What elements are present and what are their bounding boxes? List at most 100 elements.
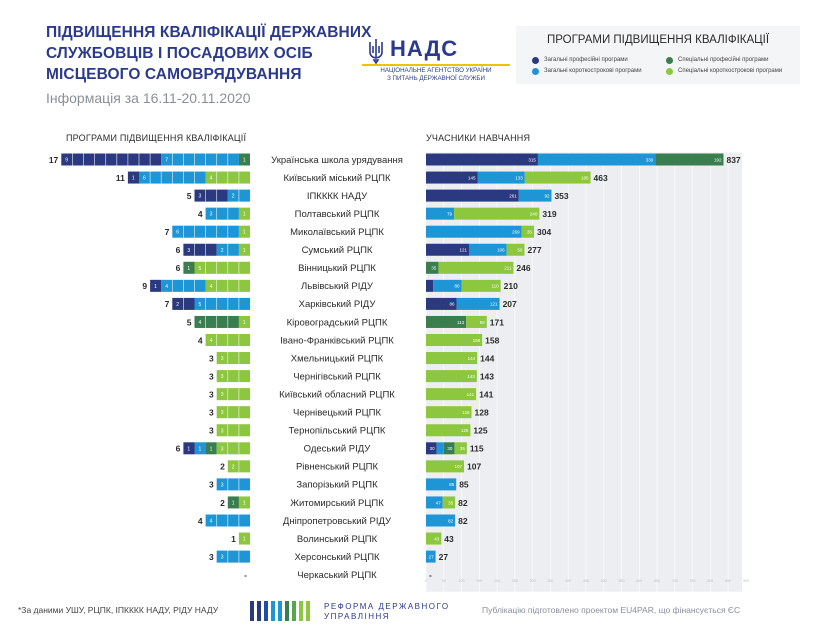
participant-total: 353 [554, 191, 568, 201]
participant-total: 141 [479, 389, 493, 399]
program-bar-label: 3 [221, 428, 224, 434]
program-bar-label: 4 [165, 284, 168, 290]
program-bar-label: 3 [221, 555, 224, 561]
category-label: Хмельницький РЦПК [291, 353, 384, 364]
participant-bar-label: 30 [447, 446, 453, 451]
program-bar [183, 442, 195, 455]
x-tick-label: 350 [547, 579, 553, 583]
x-tick-label: 450 [583, 579, 589, 583]
legend-item: Загальні професійні програми [544, 57, 628, 63]
program-bar [238, 532, 250, 545]
program-bar-label: 3 [187, 248, 190, 254]
participant-bar [426, 532, 442, 545]
participant-total: 171 [490, 317, 504, 327]
program-bar-label: 6 [176, 230, 179, 236]
legend-title: ПРОГРАМИ ПІДВИЩЕННЯ КВАЛІФІКАЦІЇ [546, 34, 770, 46]
participant-bar [426, 550, 436, 563]
program-bar-label: 1 [210, 446, 213, 452]
program-bar [216, 550, 250, 563]
program-bar-label: 1 [243, 212, 246, 218]
participant-total: 319 [542, 209, 556, 219]
x-tick-label: 0 [425, 579, 427, 583]
program-bar [238, 315, 250, 328]
program-total: 3 [209, 389, 214, 399]
participant-bar [436, 442, 444, 455]
participant-bar-label: 110 [491, 284, 499, 289]
program-total: 3 [209, 426, 214, 436]
participant-bar [524, 171, 591, 184]
participant-bar-label: 185 [581, 175, 589, 180]
program-bar [238, 243, 250, 256]
program-bar-label: 1 [232, 500, 235, 506]
category-label: Черкаський РЦПК [297, 570, 377, 581]
program-total: 3 [209, 552, 214, 562]
program-bar [194, 189, 228, 202]
category-label: Київський міський РЦПК [283, 173, 390, 184]
participant-bar [442, 496, 456, 509]
participant-bar [426, 243, 470, 256]
participant-bar-label: 107 [455, 464, 463, 469]
participant-total: 143 [480, 371, 494, 381]
reform-title: УПРАВЛІННЯ [324, 612, 391, 621]
participant-bar-label: 43 [434, 536, 440, 541]
program-bar [205, 207, 239, 220]
logo-divider [362, 64, 510, 66]
participant-bar [466, 315, 487, 328]
program-bar [216, 388, 250, 401]
participant-bar [426, 442, 437, 455]
participant-bar-label: 92 [544, 193, 550, 198]
x-tick-label: 550 [619, 579, 625, 583]
participant-bar-label: 158 [473, 338, 481, 343]
logo-name: НАДС [390, 36, 459, 61]
program-bar-label: 4 [210, 338, 213, 344]
participant-bar-label: 30 [430, 446, 436, 451]
category-label: Івано-Франківський РЦПК [280, 335, 394, 346]
participant-bar [426, 370, 477, 383]
participant-bar [426, 153, 538, 166]
x-tick-label: 200 [494, 579, 500, 583]
participant-total: 85 [459, 480, 469, 490]
program-bar-label: 2 [232, 194, 235, 200]
x-tick-label: 800 [707, 579, 713, 583]
participant-total: 27 [439, 552, 449, 562]
participant-bar-label: 330 [646, 157, 654, 162]
program-bar-label: 2 [232, 464, 235, 470]
program-bar [216, 370, 250, 383]
program-total: 7 [165, 299, 170, 309]
category-label: Чернівецький РЦПК [293, 408, 381, 419]
participant-bar [426, 406, 472, 419]
program-total: 17 [49, 155, 59, 165]
participant-bar [518, 189, 552, 202]
legend-swatch [666, 57, 673, 64]
participant-bar-label: 261 [509, 193, 517, 198]
category-label: Львівський РІДУ [301, 281, 374, 292]
legend-swatch [532, 57, 539, 64]
participant-bar-label: 27 [429, 554, 435, 559]
legend: ПРОГРАМИ ПІДВИЩЕННЯ КВАЛІФІКАЦІЇ Загальн… [516, 26, 800, 84]
participant-bar [426, 171, 478, 184]
participant-bar [426, 315, 467, 328]
program-bar-label: 4 [210, 519, 213, 525]
program-total: 3 [209, 408, 214, 418]
program-bar-label: 5 [199, 302, 202, 308]
date-subtitle: Інформація за 16.11-20.11.2020 [46, 90, 251, 106]
participant-total: 128 [474, 408, 488, 418]
participant-bar-label: 211 [504, 266, 512, 271]
participant-bar [655, 153, 724, 166]
category-label: Кіровоградський РЦПК [287, 317, 388, 328]
x-tick-label: 150 [476, 579, 482, 583]
participant-bar-label: 86 [450, 302, 456, 307]
program-bar [150, 279, 162, 292]
category-label: Чернігівський РЦПК [293, 371, 381, 382]
participant-bar [506, 243, 525, 256]
participant-bar [433, 279, 462, 292]
program-bar-label: 3 [221, 410, 224, 416]
program-bar [216, 424, 250, 437]
program-bar-label: 1 [199, 446, 202, 452]
participant-bar [443, 442, 455, 455]
participant-bar [426, 424, 471, 437]
category-label: Вінницький РЦПК [298, 263, 376, 274]
program-bar [216, 352, 250, 365]
participant-bar [456, 297, 500, 310]
participant-bar-label: 35 [527, 230, 533, 235]
